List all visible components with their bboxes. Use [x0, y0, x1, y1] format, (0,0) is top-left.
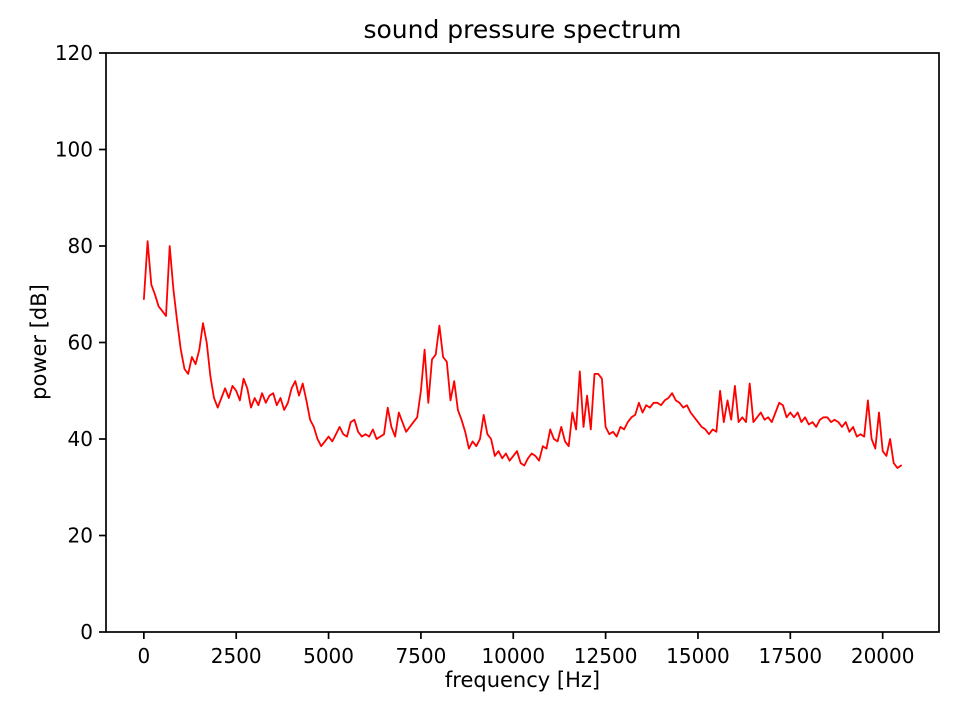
x-tick-label: 17500: [759, 644, 823, 668]
y-tick-label: 20: [68, 524, 93, 548]
x-tick-label: 20000: [851, 644, 915, 668]
y-tick-label: 80: [68, 234, 93, 258]
x-tick-label: 12500: [574, 644, 638, 668]
x-tick-label: 2500: [211, 644, 262, 668]
x-tick-label: 0: [137, 644, 150, 668]
x-tick-label: 15000: [666, 644, 730, 668]
x-tick-label: 5000: [303, 644, 354, 668]
spectrum-line: [142, 240, 902, 469]
y-tick-label: 120: [55, 41, 93, 65]
x-tick-label: 7500: [395, 644, 446, 668]
chart-title: sound pressure spectrum: [363, 15, 682, 44]
y-tick-label: 60: [68, 331, 93, 355]
y-tick-label: 0: [80, 620, 93, 644]
x-tick-label: 10000: [481, 644, 545, 668]
y-tick-label: 40: [68, 427, 93, 451]
y-tick-label: 100: [55, 138, 93, 162]
x-axis-label: frequency [Hz]: [444, 668, 601, 692]
y-axis-label: power [dB]: [27, 284, 51, 400]
plot-frame: [105, 52, 940, 633]
